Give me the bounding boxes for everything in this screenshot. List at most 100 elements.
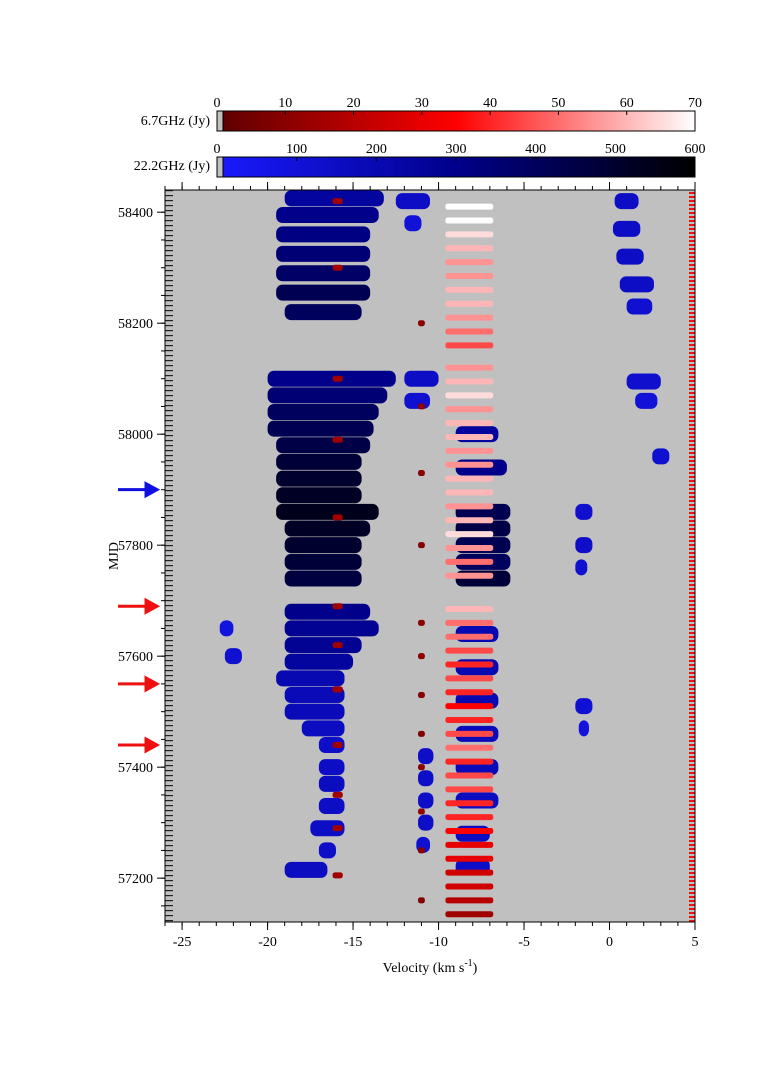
emission bbox=[445, 716, 494, 723]
emission bbox=[445, 558, 494, 565]
emission bbox=[445, 911, 494, 918]
emission bbox=[575, 537, 593, 554]
emission bbox=[276, 226, 371, 243]
emission bbox=[276, 206, 379, 223]
emission bbox=[267, 403, 379, 420]
emission bbox=[445, 328, 494, 335]
emission bbox=[614, 193, 639, 210]
emission bbox=[445, 883, 494, 890]
emission bbox=[276, 503, 379, 520]
emission bbox=[276, 245, 371, 262]
emission bbox=[332, 603, 343, 610]
colorbar-tick-label: 400 bbox=[525, 142, 546, 157]
colorbar-zero bbox=[216, 156, 224, 178]
x-axis-label-sup: -1 bbox=[464, 958, 472, 969]
emission bbox=[445, 447, 494, 454]
emission bbox=[418, 764, 425, 771]
emission bbox=[445, 286, 494, 293]
y-tick-label: 57600 bbox=[118, 650, 153, 665]
emission bbox=[445, 814, 494, 821]
colorbar-zero bbox=[216, 110, 224, 132]
colorbar-tick-label: 30 bbox=[415, 96, 429, 111]
observation-epochs bbox=[689, 190, 695, 922]
emission bbox=[284, 637, 362, 654]
emission bbox=[418, 542, 425, 549]
y-tick-label: 58000 bbox=[118, 428, 153, 443]
x-tick-label: -5 bbox=[518, 935, 530, 950]
emission bbox=[445, 730, 494, 737]
emission bbox=[276, 670, 345, 687]
emission bbox=[332, 825, 343, 832]
x-axis-label-text: Velocity (km s bbox=[383, 961, 465, 976]
emission bbox=[626, 373, 661, 390]
emission bbox=[284, 553, 362, 570]
emission bbox=[418, 847, 425, 854]
emission bbox=[332, 642, 343, 649]
emission bbox=[445, 827, 494, 834]
colorbar-label: 6.7GHz (Jy) bbox=[141, 114, 211, 129]
emission bbox=[626, 298, 653, 315]
emission bbox=[284, 570, 362, 587]
emission bbox=[284, 703, 345, 720]
emission bbox=[332, 872, 343, 879]
x-tick-label: -25 bbox=[173, 935, 192, 950]
emission bbox=[445, 203, 494, 210]
emission bbox=[445, 531, 494, 538]
colorbar-tick-label: 500 bbox=[605, 142, 626, 157]
emission bbox=[445, 300, 494, 307]
emission bbox=[418, 748, 434, 765]
emission bbox=[445, 689, 494, 696]
x-tick-label: -15 bbox=[344, 935, 363, 950]
emission bbox=[445, 342, 494, 349]
emission bbox=[276, 470, 362, 487]
emission bbox=[445, 855, 494, 862]
colorbar-tick-label: 20 bbox=[347, 96, 361, 111]
emission bbox=[445, 758, 494, 765]
emission bbox=[284, 620, 379, 637]
emission bbox=[578, 720, 589, 737]
emission bbox=[445, 392, 494, 399]
colorbar-tick-label: 40 bbox=[483, 96, 497, 111]
y-tick-label: 57800 bbox=[118, 539, 153, 554]
emission bbox=[445, 841, 494, 848]
emission bbox=[445, 475, 494, 482]
emission bbox=[445, 633, 494, 640]
emission bbox=[318, 775, 345, 792]
colorbar-tick-label: 70 bbox=[688, 96, 702, 111]
emission bbox=[575, 503, 593, 520]
y-tick-label: 58200 bbox=[118, 317, 153, 332]
colorbar-tick-label: 0 bbox=[214, 142, 221, 157]
emission bbox=[318, 842, 336, 859]
emission bbox=[445, 503, 494, 510]
emission bbox=[418, 897, 425, 904]
emission bbox=[267, 370, 396, 387]
plot-frame bbox=[164, 189, 696, 923]
emission bbox=[395, 193, 430, 210]
emission bbox=[575, 698, 593, 715]
emission bbox=[418, 470, 425, 477]
colorbar-tick-label: 200 bbox=[366, 142, 387, 157]
emission bbox=[267, 420, 374, 437]
emission bbox=[418, 692, 425, 699]
emission bbox=[332, 198, 343, 205]
y-tick-label: 57200 bbox=[118, 872, 153, 887]
emission bbox=[284, 653, 354, 670]
emission bbox=[445, 314, 494, 321]
arrow bbox=[118, 481, 161, 499]
x-tick-label: -10 bbox=[429, 935, 448, 950]
emission bbox=[445, 420, 494, 427]
plot-background bbox=[165, 190, 695, 922]
emission bbox=[619, 276, 654, 293]
emission bbox=[404, 215, 422, 232]
emission bbox=[612, 220, 641, 237]
x-axis-label-end: ) bbox=[473, 961, 478, 976]
emission bbox=[318, 736, 345, 753]
emission bbox=[445, 772, 494, 779]
emission bbox=[418, 619, 425, 626]
emission bbox=[445, 245, 494, 252]
colorbar-tick-label: 0 bbox=[214, 96, 221, 111]
observation-epochs bbox=[165, 190, 173, 922]
y-axis-label: MJD bbox=[107, 542, 122, 570]
emission bbox=[418, 320, 425, 327]
emission bbox=[445, 378, 494, 385]
